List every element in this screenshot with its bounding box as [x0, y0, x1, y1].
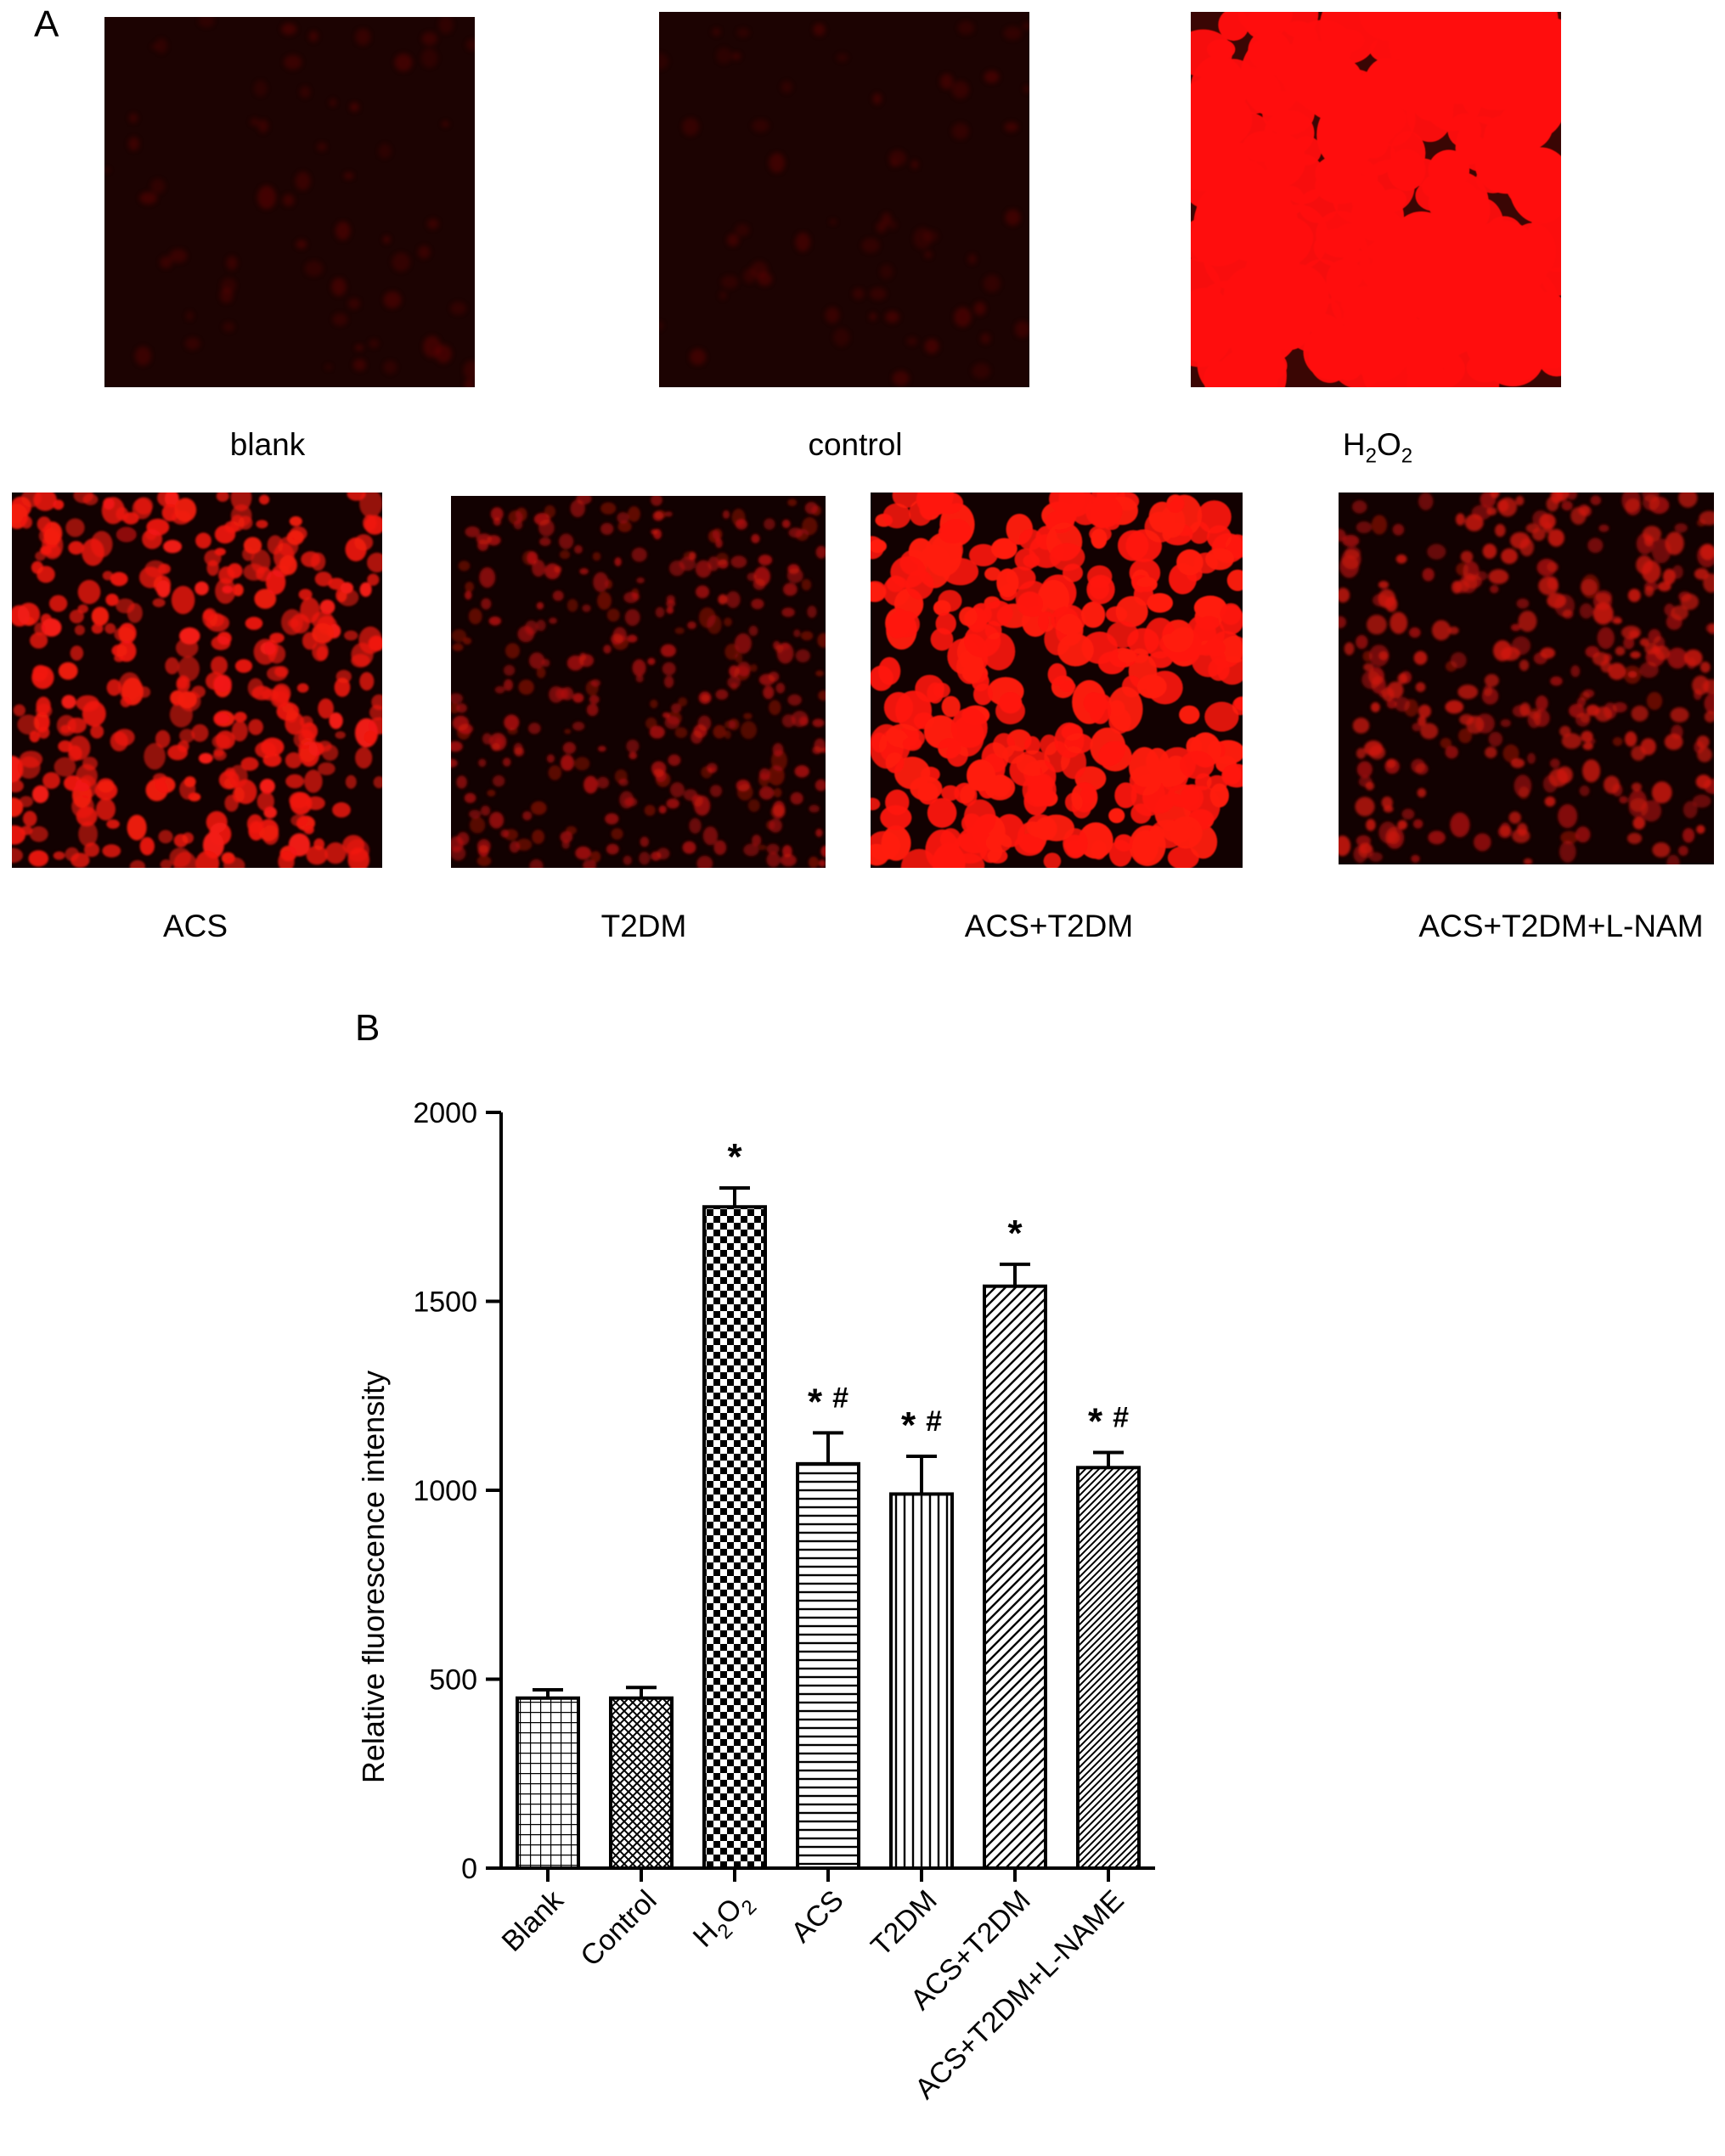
x-tick-label: H2O2: [687, 1884, 761, 1958]
label-acs-t2dm-lnam: ACS+T2DM+L-NAM: [1418, 909, 1704, 943]
micrograph-control: [659, 12, 1029, 387]
bar-acs-t2dm-l-name: [1076, 1466, 1141, 1871]
bar-h2o2: [702, 1205, 767, 1870]
bar-t2dm: [889, 1492, 954, 1870]
micrograph-blank: [104, 17, 475, 387]
label-blank: blank: [229, 427, 306, 462]
bar-blank: [516, 1696, 580, 1870]
label-acs: ACS: [162, 909, 228, 943]
significance-marker: * #: [808, 1381, 848, 1422]
y-tick-label: 1000: [413, 1475, 477, 1507]
micrograph-acs: [12, 493, 382, 868]
y-tick-label: 2000: [413, 1097, 477, 1129]
x-tick-label: ACS: [785, 1884, 849, 1949]
label-control: control: [808, 427, 903, 462]
micrograph-acs-t2dm-lnam: [1339, 493, 1714, 864]
micrograph-h2o2: [1191, 12, 1561, 387]
panel-b-letter: B: [355, 1007, 380, 1049]
x-tick-label: T2DM: [865, 1884, 943, 1962]
significance-marker: *: [727, 1136, 742, 1178]
y-tick-label: 0: [461, 1853, 477, 1885]
micrograph-t2dm: [451, 496, 826, 868]
bar-chart: B Relative fluorescence intensity 0 500 10…: [355, 1007, 1155, 2105]
label-t2dm: T2DM: [600, 909, 687, 943]
label-acs-t2dm: ACS+T2DM: [964, 909, 1134, 943]
x-tick-label: Blank: [496, 1883, 571, 1958]
micrograph-acs-t2dm: [871, 493, 1243, 868]
y-axis-label: Relative fluorescence intensity: [356, 1371, 391, 1783]
significance-marker: * #: [1088, 1401, 1129, 1443]
significance-marker: *: [1007, 1213, 1023, 1254]
y-axis: 0 500 1000 1500 2000: [413, 1097, 503, 1885]
y-tick-label: 1500: [413, 1286, 477, 1319]
significance-marker: * #: [901, 1404, 942, 1446]
label-h2o2: H2O2: [1342, 427, 1413, 468]
x-axis: Blank Control H2O2 ACS T2DMACS+T2DMACS+T2DM+…: [496, 1866, 1155, 2105]
panel-a-letter: A: [34, 3, 59, 45]
x-tick-label: Control: [574, 1884, 662, 1973]
bar-control: [609, 1696, 674, 1870]
y-tick-label: 500: [429, 1664, 477, 1697]
bars: * * # * # * * #: [516, 1136, 1141, 1871]
bar-acs-t2dm: [983, 1284, 1047, 1870]
bar-acs: [796, 1461, 860, 1870]
